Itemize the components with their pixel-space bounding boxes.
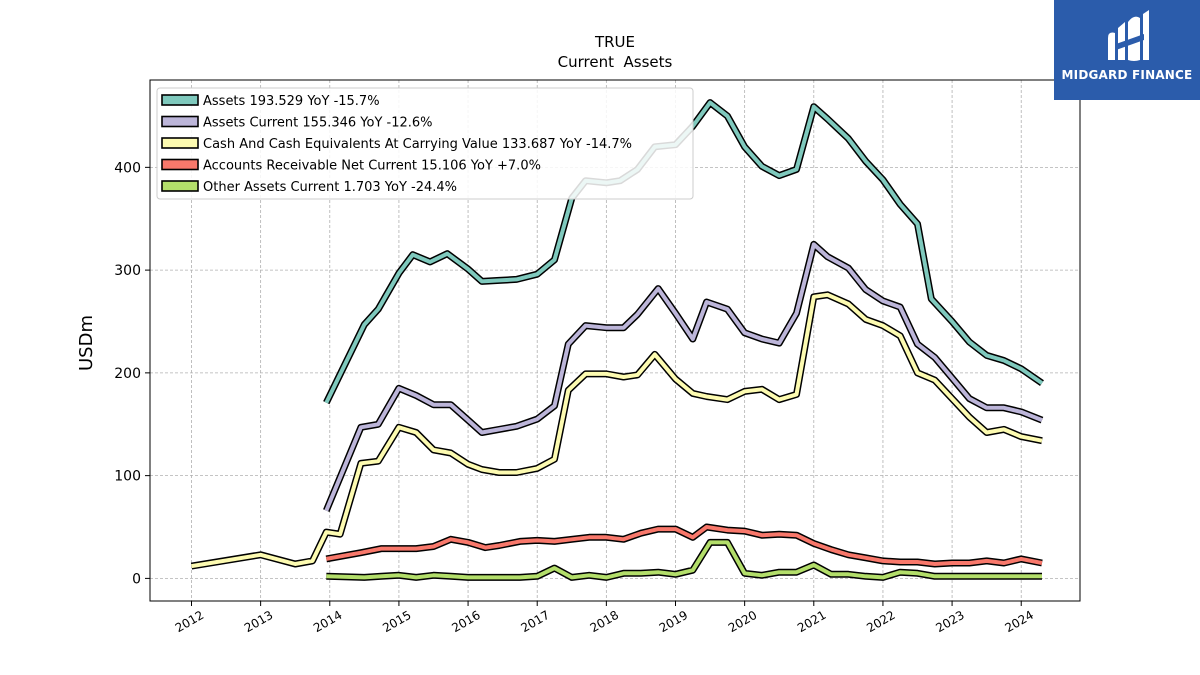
- x-tick-label: 2024: [1002, 608, 1035, 635]
- x-tick-label: 2022: [864, 608, 897, 635]
- legend-swatch: [161, 180, 199, 192]
- midgard-logo-icon: [1108, 10, 1149, 62]
- legend: Assets 193.529 YoY -15.7% Assets Current …: [156, 87, 694, 200]
- series-layer: [190, 99, 1044, 581]
- legend-swatch: [161, 115, 199, 128]
- x-tick-label: 2021: [795, 608, 828, 635]
- series-1: [323, 240, 1044, 512]
- series-4: [326, 538, 1042, 581]
- y-tick-label: 0: [132, 571, 141, 587]
- legend-label: Assets Current 155.346 YoY -12.6%: [203, 116, 433, 131]
- legend-frame: [156, 87, 694, 200]
- legend-label: Accounts Receivable Net Current 15.106 Y…: [203, 159, 541, 174]
- legend-swatch: [161, 94, 199, 106]
- y-tick-label: 300: [114, 263, 141, 279]
- series-line: [325, 525, 1043, 566]
- legend-label: Assets 193.529 YoY -15.7%: [203, 94, 380, 109]
- legend-swatch: [161, 158, 199, 171]
- x-tick-label: 2017: [518, 608, 551, 635]
- x-tick-label: 2018: [588, 608, 621, 635]
- series-2: [190, 291, 1043, 570]
- y-tick-label: 200: [114, 366, 141, 382]
- x-tick-label: 2012: [173, 608, 206, 635]
- y-axis-label: USDm: [76, 315, 97, 371]
- x-tick-label: 2016: [449, 608, 482, 635]
- y-tick-label: 100: [114, 469, 141, 485]
- series-3: [325, 523, 1043, 568]
- x-tick-label: 2023: [933, 608, 966, 635]
- chart-title: TRUE: [594, 33, 635, 51]
- series-line: [191, 292, 1043, 569]
- legend-swatch: [161, 137, 199, 149]
- x-tick-label: 2019: [657, 608, 690, 635]
- chart-subtitle: Current Assets: [558, 53, 673, 71]
- x-tick-label: 2013: [242, 608, 275, 635]
- series-line: [324, 242, 1043, 512]
- x-tick-label: 2014: [311, 608, 344, 635]
- midgard-finance-logo: MIDGARD FINANCE: [1054, 0, 1200, 100]
- x-tick-label: 2015: [380, 608, 413, 635]
- series-line: [326, 540, 1042, 580]
- legend-label: Other Assets Current 1.703 YoY -24.4%: [203, 180, 457, 195]
- plot-frame: [149, 79, 1081, 602]
- x-tick-label: 2020: [726, 608, 759, 635]
- legend-label: Cash And Cash Equivalents At Carrying Va…: [203, 137, 632, 152]
- logo-text: MIDGARD FINANCE: [1061, 68, 1193, 82]
- y-tick-label: 400: [114, 160, 141, 176]
